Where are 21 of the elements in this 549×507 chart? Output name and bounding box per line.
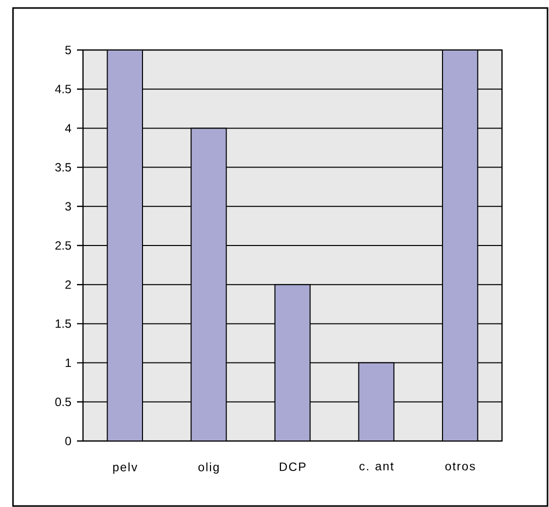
bar	[358, 362, 394, 441]
bar	[274, 284, 311, 441]
x-tick-label: c. ant	[360, 462, 394, 470]
bar	[442, 50, 478, 441]
y-tick-label: 5	[65, 46, 71, 54]
y-tick-label: 0.5	[55, 398, 71, 406]
y-tick-label: 2.5	[55, 241, 71, 250]
bar	[106, 50, 143, 441]
y-tick-label: 1	[66, 358, 71, 367]
x-tick-label: DCP	[280, 462, 306, 472]
x-tick-label: otros	[445, 462, 475, 470]
y-tick-label: 4	[65, 124, 72, 132]
y-tick-label: 2	[65, 280, 71, 289]
y-tick-label: 3	[65, 202, 71, 211]
x-tick-label: olig	[198, 462, 219, 474]
y-tick-label: 3.5	[55, 163, 71, 172]
bar	[190, 128, 227, 441]
y-tick-label: 4.5	[55, 84, 71, 94]
x-tick-label: pelv	[113, 462, 138, 474]
y-tick-label: 1.5	[56, 320, 71, 328]
y-tick-label: 0	[65, 436, 72, 446]
